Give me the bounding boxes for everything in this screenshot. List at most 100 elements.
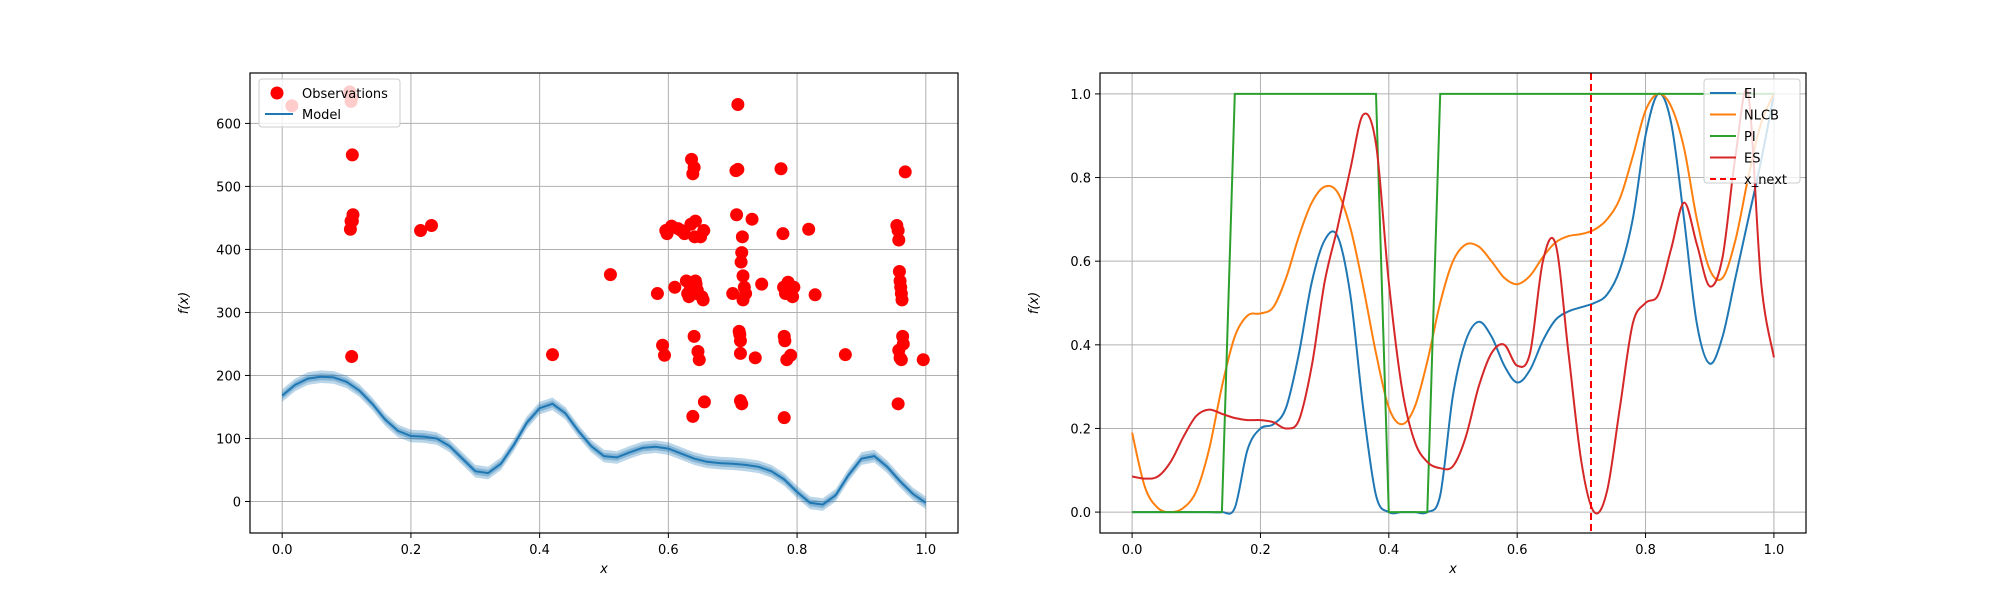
y-tick-label: 200	[216, 369, 241, 384]
y-tick-label: 0.6	[1070, 255, 1091, 270]
observation-point	[697, 395, 711, 409]
y-tick-label: 100	[216, 432, 241, 447]
left-chart: 0.0 0.2 0.4 0.6 0.8 1.0 0 100 200 300 400 500 600 x f(…	[177, 72, 959, 577]
model-confidence-band-inner	[282, 373, 926, 509]
y-tick-label: 400	[216, 243, 241, 258]
observation-point	[838, 348, 852, 362]
observation-point	[898, 165, 912, 179]
observation-point	[686, 409, 700, 423]
series-line-es	[1131, 88, 1775, 515]
observation-point	[726, 287, 740, 301]
axes-frame	[249, 72, 959, 534]
legend-observations-marker	[270, 86, 284, 100]
observation-point	[777, 411, 791, 425]
observation-point	[755, 277, 769, 291]
observation-point	[414, 224, 428, 238]
observation-point	[425, 218, 439, 232]
observation-point	[687, 161, 701, 175]
observation-point	[735, 246, 749, 260]
legend-label: PI	[1744, 130, 1756, 145]
y-tick-label: 0.0	[1070, 506, 1091, 521]
y-axis-label: f(x)	[1027, 292, 1042, 314]
x-tick-label: 1.0	[1764, 543, 1785, 558]
observation-point	[894, 353, 908, 367]
legend-box	[258, 78, 401, 128]
observation-point	[345, 148, 359, 162]
y-tick-label: 0.8	[1070, 172, 1091, 187]
y-tick-label: 0.4	[1070, 339, 1091, 354]
observation-point	[658, 348, 672, 362]
x-tick-label: 0.6	[1507, 543, 1528, 558]
observation-point	[668, 280, 682, 294]
observation-point	[733, 334, 747, 348]
observation-point	[736, 269, 750, 283]
observation-point	[697, 224, 711, 238]
observation-point	[784, 348, 798, 362]
observation-point	[546, 348, 560, 362]
observation-point	[733, 394, 747, 408]
x-axis-label: x	[599, 562, 608, 577]
observation-point	[748, 351, 762, 365]
x-axis-label: x	[1448, 562, 1457, 577]
observation-point	[696, 293, 710, 307]
observation-point	[687, 329, 701, 343]
right-chart: 0.0 0.2 0.4 0.6 0.8 1.0 0.0 0.2 0.4 0.6 0.8 1.0 x f(x…	[1027, 72, 1807, 577]
observation-point	[802, 222, 816, 236]
observation-point	[778, 334, 792, 348]
x-tick-label: 0.6	[658, 543, 679, 558]
observation-point	[656, 338, 670, 352]
y-tick-label: 0.2	[1070, 422, 1091, 437]
observation-point	[895, 293, 909, 307]
observation-point	[808, 288, 822, 302]
x-tick-label: 0.8	[1635, 543, 1656, 558]
y-tick-label: 600	[216, 117, 241, 132]
y-tick-label: 1.0	[1070, 88, 1091, 103]
observation-point	[345, 214, 359, 228]
observation-point	[650, 287, 664, 301]
observation-point	[776, 227, 790, 241]
x-tick-label: 0.4	[529, 543, 550, 558]
legend-label: EI	[1744, 87, 1756, 102]
x-tick-label: 0.2	[1250, 543, 1271, 558]
observation-point	[774, 162, 788, 176]
legend-label: Observations	[302, 87, 388, 102]
x-tick-label: 0.0	[272, 543, 293, 558]
y-tick-label: 500	[216, 180, 241, 195]
legend-label: ES	[1744, 152, 1760, 167]
x-tick-label: 0.2	[401, 543, 422, 558]
legend-label: NLCB	[1744, 109, 1779, 124]
observation-point	[745, 212, 759, 226]
observation-point	[733, 346, 747, 360]
model-confidence-band	[282, 370, 926, 511]
observation-point	[892, 233, 906, 247]
x-tick-label: 0.0	[1122, 543, 1143, 558]
observation-point	[603, 268, 617, 282]
observation-point	[688, 214, 702, 228]
observation-point	[787, 280, 801, 294]
y-tick-label: 0	[233, 495, 241, 510]
observation-point	[692, 353, 706, 367]
series-line-pi	[1132, 92, 1774, 514]
observation-point	[731, 162, 745, 176]
y-axis-label: f(x)	[177, 292, 192, 314]
observation-point	[891, 397, 905, 411]
observation-point	[735, 230, 749, 244]
observation-point	[786, 290, 800, 304]
legend-label: x_next	[1744, 173, 1787, 188]
x-tick-label: 0.4	[1378, 543, 1399, 558]
observation-point	[677, 227, 691, 241]
y-tick-label: 300	[216, 306, 241, 321]
series-line-ei	[1132, 92, 1775, 515]
observation-point	[731, 98, 745, 112]
observation-point	[730, 208, 744, 222]
observation-point	[736, 293, 750, 307]
x-tick-label: 1.0	[915, 543, 936, 558]
observation-point	[734, 255, 748, 269]
axes-frame	[1099, 72, 1807, 534]
observation-point	[892, 264, 906, 278]
legend-label: Model	[302, 108, 341, 123]
observation-point	[891, 224, 905, 238]
x-tick-label: 0.8	[787, 543, 808, 558]
series-line-nlcb	[1131, 92, 1775, 514]
